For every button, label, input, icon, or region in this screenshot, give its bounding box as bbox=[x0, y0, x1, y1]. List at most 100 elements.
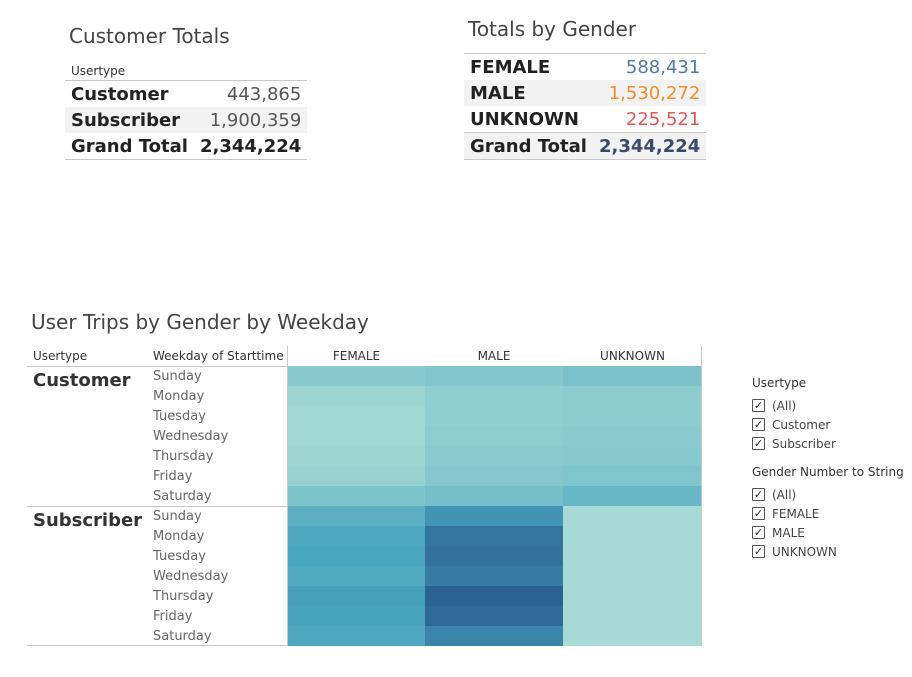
heatmap-cell[interactable] bbox=[288, 486, 425, 506]
heatmap-cell[interactable] bbox=[563, 506, 701, 526]
heatmap-title: User Trips by Gender by Weekday bbox=[31, 310, 369, 334]
heatmap-cell[interactable] bbox=[288, 386, 425, 406]
filter-option-subscriber[interactable]: ✓ Subscriber bbox=[752, 434, 907, 453]
usertype-header: Usertype bbox=[33, 349, 88, 363]
heatmap-cell[interactable] bbox=[288, 526, 425, 546]
group-label-subscriber[interactable]: Subscriber bbox=[33, 510, 143, 531]
heatmap-cell[interactable] bbox=[563, 566, 701, 586]
filter-option-label: FEMALE bbox=[772, 506, 820, 521]
day-label: Friday bbox=[153, 469, 193, 484]
subscriber-row-value: 1,900,359 bbox=[193, 107, 308, 133]
heatmap-cell[interactable] bbox=[425, 426, 563, 446]
heatmap-cell[interactable] bbox=[288, 606, 425, 626]
usertype-filter: Usertype ✓ (All) ✓ Customer ✓ Subscriber bbox=[752, 376, 907, 453]
left-grid-border bbox=[287, 346, 288, 646]
filter-option-label: Subscriber bbox=[772, 436, 836, 451]
heatmap-cell[interactable] bbox=[563, 586, 701, 606]
unknown-row-value: 225,521 bbox=[625, 108, 701, 130]
heatmap-cell[interactable] bbox=[425, 546, 563, 566]
heatmap-cell[interactable] bbox=[563, 526, 701, 546]
grand-total-value: 2,344,224 bbox=[193, 133, 308, 160]
heatmap-cell[interactable] bbox=[425, 486, 563, 506]
heatmap-cell[interactable] bbox=[563, 446, 701, 466]
heatmap-cell[interactable] bbox=[425, 446, 563, 466]
heatmap-cell[interactable] bbox=[563, 546, 701, 566]
heatmap-cell[interactable] bbox=[563, 606, 701, 626]
heatmap-cell[interactable] bbox=[425, 406, 563, 426]
heatmap-cell[interactable] bbox=[288, 626, 425, 646]
checkbox-icon[interactable]: ✓ bbox=[752, 526, 765, 539]
day-label: Thursday bbox=[153, 449, 214, 464]
heatmap-cell[interactable] bbox=[425, 506, 563, 526]
gender-totals-table: FEMALE 588,431 MALE 1,530,272 UNKNOWN 22… bbox=[464, 53, 707, 160]
filter-option-label: (All) bbox=[772, 487, 797, 502]
heatmap-cell[interactable] bbox=[563, 466, 701, 486]
day-label: Tuesday bbox=[153, 549, 206, 564]
heatmap-cell[interactable] bbox=[288, 366, 425, 386]
column-header-unknown[interactable]: UNKNOWN bbox=[600, 349, 665, 363]
heatmap-cell[interactable] bbox=[425, 386, 563, 406]
heatmap-cell[interactable] bbox=[563, 386, 701, 406]
unknown-row-label[interactable]: UNKNOWN bbox=[470, 108, 579, 130]
filter-option-all[interactable]: ✓ (All) bbox=[752, 396, 907, 415]
filter-option-all[interactable]: ✓ (All) bbox=[752, 485, 907, 504]
heatmap-cell[interactable] bbox=[563, 406, 701, 426]
heatmap-cell[interactable] bbox=[288, 466, 425, 486]
weekday-header: Weekday of Starttime bbox=[153, 349, 284, 363]
filter-option-female[interactable]: ✓ FEMALE bbox=[752, 504, 907, 523]
male-row-value: 1,530,272 bbox=[592, 80, 707, 106]
day-label: Sunday bbox=[153, 369, 202, 384]
group-label-customer[interactable]: Customer bbox=[33, 370, 131, 391]
day-label: Friday bbox=[153, 609, 193, 624]
checkbox-icon[interactable]: ✓ bbox=[752, 507, 765, 520]
day-label: Monday bbox=[153, 389, 205, 404]
column-header-female[interactable]: FEMALE bbox=[332, 349, 381, 363]
gender-totals-title: Totals by Gender bbox=[468, 17, 637, 41]
day-label: Tuesday bbox=[153, 409, 206, 424]
filter-option-label: (All) bbox=[772, 398, 797, 413]
heatmap-cell[interactable] bbox=[563, 626, 701, 646]
male-row-label[interactable]: MALE bbox=[464, 80, 593, 106]
filter-option-label: Customer bbox=[772, 417, 831, 432]
filter-option-label: UNKNOWN bbox=[772, 544, 837, 559]
customer-row-label[interactable]: Customer bbox=[71, 83, 169, 105]
filter-option-label: MALE bbox=[772, 525, 805, 540]
day-label: Monday bbox=[153, 529, 205, 544]
heatmap-cell[interactable] bbox=[563, 366, 701, 386]
heatmap-cell[interactable] bbox=[425, 526, 563, 546]
checkbox-icon[interactable]: ✓ bbox=[752, 488, 765, 501]
heatmap-cell[interactable] bbox=[288, 446, 425, 466]
gender-filter: Gender Number to String ✓ (All) ✓ FEMALE… bbox=[752, 465, 907, 561]
heatmap-cell[interactable] bbox=[563, 486, 701, 506]
heatmap-cell[interactable] bbox=[425, 366, 563, 386]
heatmap-cell[interactable] bbox=[425, 566, 563, 586]
checkbox-icon[interactable]: ✓ bbox=[752, 399, 765, 412]
heatmap-cell[interactable] bbox=[288, 566, 425, 586]
heatmap-cell[interactable] bbox=[425, 466, 563, 486]
customer-totals-title: Customer Totals bbox=[69, 24, 230, 48]
heatmap-cell[interactable] bbox=[288, 426, 425, 446]
heatmap-cell[interactable] bbox=[288, 546, 425, 566]
filter-option-unknown[interactable]: ✓ UNKNOWN bbox=[752, 542, 907, 561]
checkbox-icon[interactable]: ✓ bbox=[752, 418, 765, 431]
filter-option-male[interactable]: ✓ MALE bbox=[752, 523, 907, 542]
subscriber-row-label[interactable]: Subscriber bbox=[65, 107, 194, 133]
customer-row-value: 443,865 bbox=[226, 83, 302, 105]
female-row-value: 588,431 bbox=[625, 56, 701, 78]
column-header-male[interactable]: MALE bbox=[477, 349, 511, 363]
heatmap-cell[interactable] bbox=[425, 606, 563, 626]
heatmap-cell[interactable] bbox=[425, 626, 563, 646]
customer-totals-column-header: Usertype bbox=[65, 62, 308, 81]
filter-option-customer[interactable]: ✓ Customer bbox=[752, 415, 907, 434]
customer-totals-table: Usertype Customer 443,865 Subscriber 1,9… bbox=[65, 62, 308, 160]
heatmap-cell[interactable] bbox=[425, 586, 563, 606]
checkbox-icon[interactable]: ✓ bbox=[752, 437, 765, 450]
heatmap-cell[interactable] bbox=[288, 586, 425, 606]
heatmap-cell[interactable] bbox=[563, 426, 701, 446]
day-label: Saturday bbox=[153, 629, 212, 644]
checkbox-icon[interactable]: ✓ bbox=[752, 545, 765, 558]
heatmap-cell[interactable] bbox=[288, 506, 425, 526]
female-row-label[interactable]: FEMALE bbox=[470, 56, 551, 78]
heatmap-cell[interactable] bbox=[288, 406, 425, 426]
day-label: Sunday bbox=[153, 509, 202, 524]
